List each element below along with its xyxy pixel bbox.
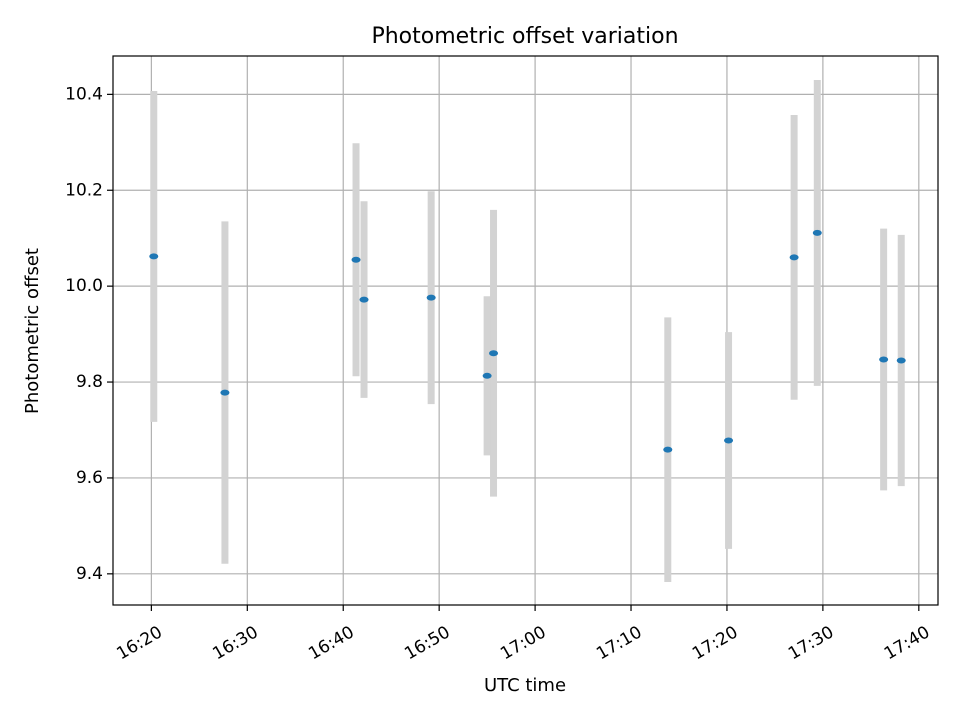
data-points <box>149 229 906 453</box>
data-point <box>359 296 369 303</box>
data-point <box>896 357 906 364</box>
plot-frame <box>112 55 939 606</box>
x-tick-label: 17:30 <box>785 622 837 664</box>
x-axis-label: UTC time <box>484 675 566 696</box>
y-tick-label: 9.8 <box>76 372 103 392</box>
data-point <box>812 229 822 236</box>
y-tick-label: 9.6 <box>76 468 103 488</box>
data-point <box>426 294 436 301</box>
x-tick-label: 17:10 <box>593 622 645 664</box>
y-tick-label: 10.0 <box>65 276 103 296</box>
x-tick-label: 16:30 <box>209 622 261 664</box>
chart-title: Photometric offset variation <box>371 24 678 49</box>
grid-lines <box>113 56 938 605</box>
data-point <box>351 256 361 263</box>
x-tick-label: 17:00 <box>497 622 549 664</box>
data-point <box>489 350 499 357</box>
error-bars <box>150 79 905 582</box>
data-point <box>789 254 799 261</box>
axis-ticks: 16:20 16:30 16:40 16:50 17:00 17:10 17:20 17:30… <box>65 84 933 664</box>
data-point <box>220 389 230 396</box>
x-tick-label: 17:40 <box>881 622 933 664</box>
x-tick-label: 16:50 <box>401 622 453 664</box>
y-tick-label: 9.4 <box>76 564 103 584</box>
data-point <box>482 372 492 379</box>
data-point <box>149 253 159 260</box>
x-tick-label: 17:20 <box>689 622 741 664</box>
y-tick-label: 10.2 <box>65 180 103 200</box>
data-point <box>879 356 889 363</box>
data-point <box>724 437 734 444</box>
data-point <box>663 446 673 453</box>
x-tick-label: 16:40 <box>305 622 357 664</box>
y-tick-label: 10.4 <box>65 84 103 104</box>
y-axis-label: Photometric offset <box>22 248 43 414</box>
x-tick-label: 16:20 <box>113 622 165 664</box>
